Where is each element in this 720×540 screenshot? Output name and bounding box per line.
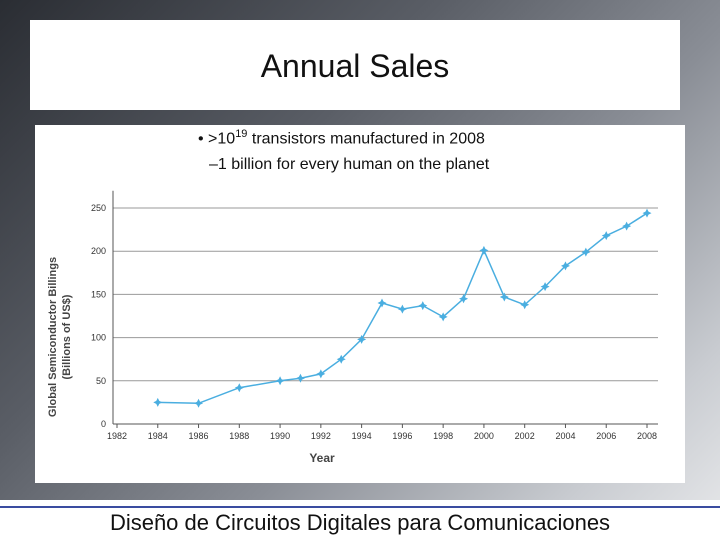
y-tick-label: 100: [91, 333, 106, 343]
data-point: [275, 376, 285, 386]
y-axis-label: (Billions of US$): [61, 294, 73, 379]
x-tick-label: 2008: [637, 431, 657, 441]
x-tick-label: 2004: [555, 431, 575, 441]
data-point: [295, 373, 305, 383]
data-point: [622, 221, 632, 231]
y-tick-label: 250: [91, 203, 106, 213]
data-line: [157, 212, 648, 405]
data-point: [418, 301, 428, 311]
data-point: [540, 282, 550, 292]
data-point: [377, 298, 387, 308]
superscript: 19: [235, 128, 248, 140]
data-point: [357, 334, 367, 344]
sub-bullet: –1 billion for every human on the planet: [209, 156, 490, 173]
data-point: [153, 397, 163, 407]
title-box: Annual Sales: [30, 20, 680, 110]
x-tick-label: 1996: [392, 431, 412, 441]
data-point: [397, 304, 407, 314]
y-tick-label: 50: [96, 376, 106, 386]
data-point: [642, 208, 652, 218]
x-axis-label: Year: [309, 451, 335, 465]
x-tick-label: 1998: [433, 431, 453, 441]
x-tick-label: 2006: [596, 431, 616, 441]
data-point: [459, 294, 469, 304]
x-tick-label: 2000: [474, 431, 494, 441]
data-point: [499, 292, 509, 302]
data-point: [601, 231, 611, 241]
y-tick-label: 150: [91, 289, 106, 299]
y-axis-label: Global Semiconductor Billings: [47, 257, 59, 417]
x-tick-label: 1990: [270, 431, 290, 441]
slide-title: Annual Sales: [260, 48, 450, 84]
data-point: [560, 261, 570, 271]
bullet-text: transistors manufactured in 2008: [247, 130, 485, 148]
data-point: [316, 369, 326, 379]
data-point: [336, 354, 346, 364]
x-tick-label: 2002: [515, 431, 535, 441]
x-tick-label: 1994: [352, 431, 372, 441]
footer-rule: [0, 506, 720, 508]
x-tick-label: 1986: [189, 431, 209, 441]
data-point: [520, 300, 530, 310]
data-point: [194, 398, 204, 408]
x-tick-label: 1988: [229, 431, 249, 441]
data-point: [438, 312, 448, 322]
data-point: [581, 247, 591, 257]
bullet: • >1019 transistors manufactured in 2008: [198, 128, 485, 148]
data-point: [234, 383, 244, 393]
y-tick-label: 200: [91, 246, 106, 256]
x-tick-label: 1984: [148, 431, 168, 441]
y-tick-label: 0: [101, 419, 106, 429]
content: • >1019 transistors manufactured in 2008…: [35, 125, 685, 483]
bullet-text: • >10: [198, 130, 236, 148]
x-tick-label: 1992: [311, 431, 331, 441]
data-point: [479, 245, 489, 255]
footer-text: Diseño de Circuitos Digitales para Comun…: [109, 510, 611, 535]
x-tick-label: 1982: [107, 431, 127, 441]
